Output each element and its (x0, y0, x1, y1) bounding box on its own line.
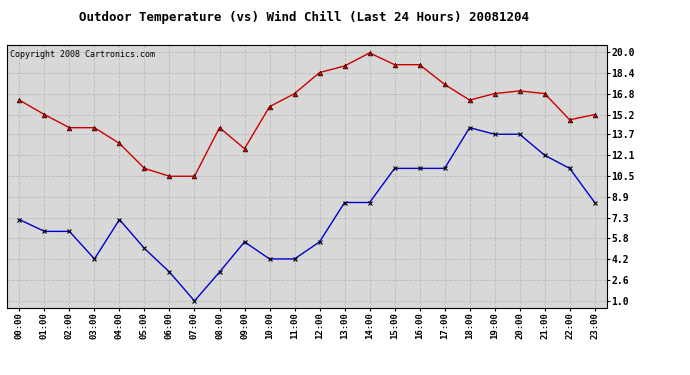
Text: Copyright 2008 Cartronics.com: Copyright 2008 Cartronics.com (10, 50, 155, 59)
Text: Outdoor Temperature (vs) Wind Chill (Last 24 Hours) 20081204: Outdoor Temperature (vs) Wind Chill (Las… (79, 11, 529, 24)
